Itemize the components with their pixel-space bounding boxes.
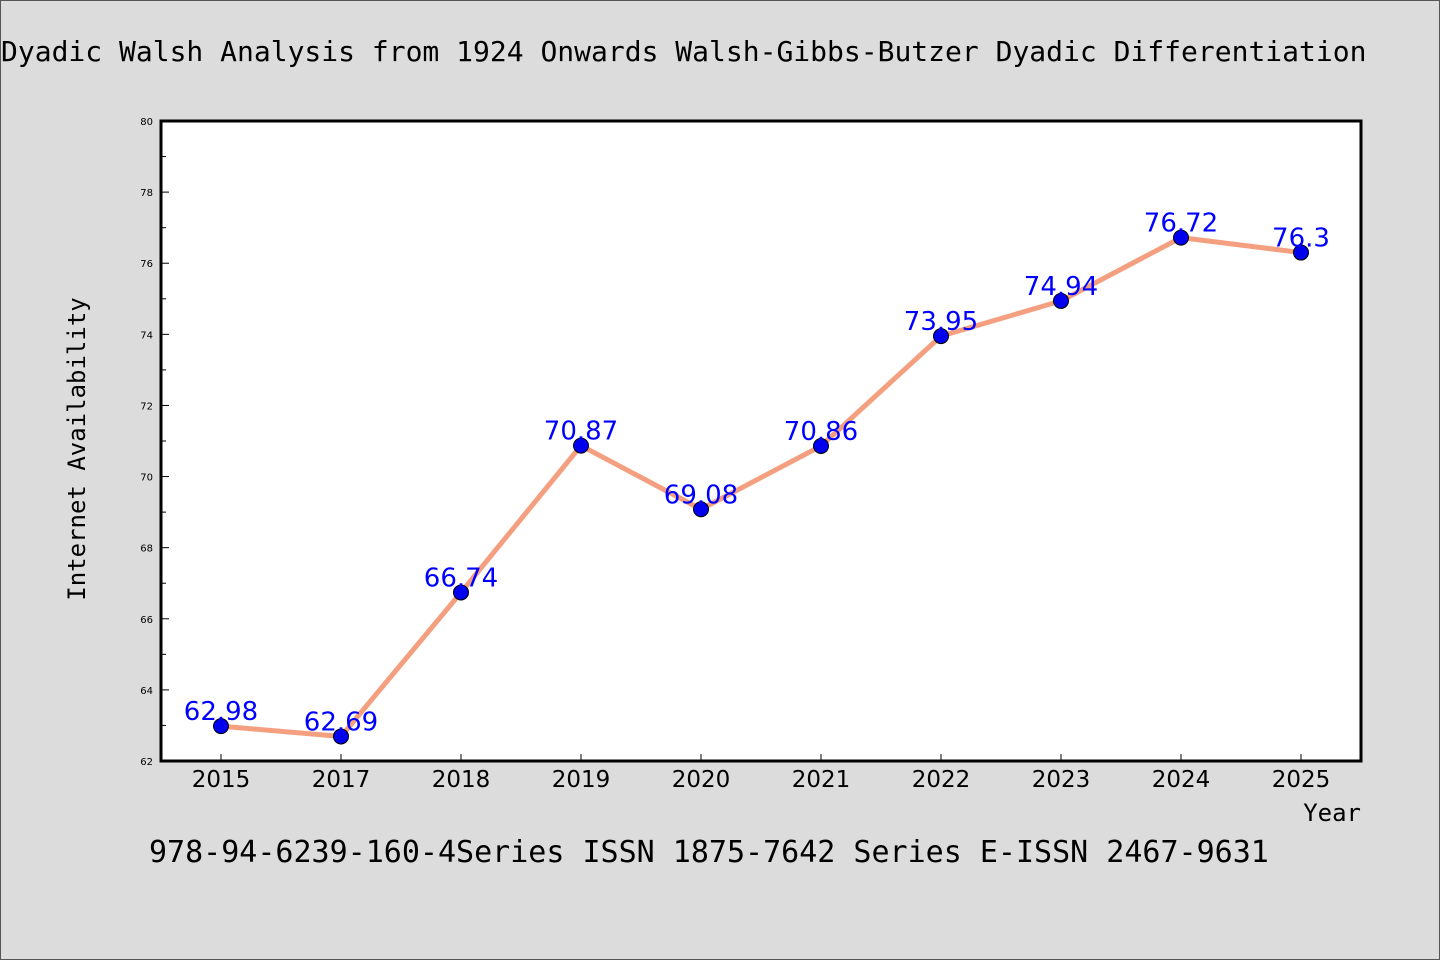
x-axis-label: Year: [1303, 799, 1361, 827]
data-label: 76.3: [1272, 224, 1330, 254]
data-point: [1293, 244, 1309, 261]
caption: 978-94-6239-160-4Series ISSN 1875-7642 S…: [149, 835, 1269, 870]
x-tick-label: 2018: [432, 767, 491, 793]
data-label: 70.86: [784, 417, 858, 447]
data-labels: 62.98 62.69 66.74 70.87 69.08 70.86 73.95 74.94…: [184, 209, 1330, 738]
y-axis-label: Internet Availability: [63, 297, 91, 600]
x-tick-label: 2017: [312, 767, 371, 793]
data-point: [573, 437, 589, 454]
data-label: 76.72: [1144, 209, 1218, 239]
data-point: [693, 501, 709, 518]
chart-title: Dyadic Walsh Analysis from 1924 Onwards …: [1, 35, 1367, 68]
x-tick-label: 2025: [1272, 767, 1331, 793]
data-point: [453, 584, 469, 601]
x-tick-label: 2019: [552, 767, 611, 793]
data-label: 62.98: [184, 697, 258, 727]
series-group: [213, 229, 1309, 745]
y-tick-label: 74: [140, 330, 153, 341]
x-tick-label: 2015: [192, 767, 251, 793]
x-axis: 2015 2017 2018 2019 2020 2021 2022 2023 2024 2025: [192, 754, 1331, 793]
y-tick-label: 72: [140, 401, 153, 412]
plot-frame: [159, 119, 1363, 763]
y-tick-label: 78: [140, 188, 153, 199]
y-tick-label: 62: [140, 757, 153, 768]
y-tick-label: 76: [140, 259, 153, 270]
data-point: [213, 718, 229, 735]
data-label: 69.08: [664, 480, 738, 510]
y-tick-label: 64: [140, 686, 153, 697]
y-axis: 62 64 66 68 70 72 74 76 78 80: [140, 117, 169, 768]
plot-area: [159, 119, 1363, 763]
y-tick-label: 68: [140, 544, 153, 555]
data-label: 70.87: [544, 417, 618, 447]
data-point: [1173, 229, 1189, 246]
y-tick-label: 70: [140, 473, 153, 484]
x-tick-label: 2024: [1152, 767, 1211, 793]
data-point: [333, 728, 349, 745]
x-tick-label: 2021: [792, 767, 851, 793]
data-label: 66.74: [424, 563, 498, 593]
data-label: 62.69: [304, 707, 378, 737]
x-tick-label: 2020: [672, 767, 731, 793]
y-tick-label: 66: [140, 615, 153, 626]
data-label: 74.94: [1024, 272, 1098, 302]
x-tick-label: 2023: [1032, 767, 1091, 793]
data-point: [1053, 292, 1069, 309]
data-point: [933, 328, 949, 345]
x-tick-label: 2022: [912, 767, 971, 793]
data-point: [813, 437, 829, 454]
series-line: [218, 235, 1304, 739]
data-label: 73.95: [904, 307, 978, 337]
y-tick-label: 80: [140, 117, 153, 128]
